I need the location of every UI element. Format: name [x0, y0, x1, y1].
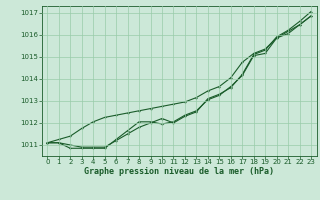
X-axis label: Graphe pression niveau de la mer (hPa): Graphe pression niveau de la mer (hPa) [84, 167, 274, 176]
